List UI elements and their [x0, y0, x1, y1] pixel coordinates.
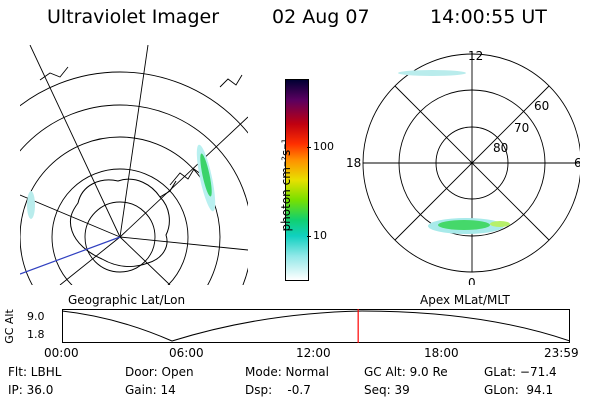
time-tick: 23:59: [544, 346, 579, 360]
date-label: 02 Aug 07: [272, 6, 370, 28]
altitude-curve: [62, 309, 570, 343]
alt-tick-low: 1.8: [27, 328, 45, 341]
coastline-peninsula: [169, 168, 203, 186]
mlt-diagonal: [394, 85, 550, 241]
meridian-line: [119, 236, 171, 285]
mode-status: Mode: Normal: [245, 365, 329, 379]
aurora-patch: [27, 191, 35, 219]
colorbar-tick: [307, 147, 311, 148]
glat-status: GLat: −71.4: [484, 365, 557, 379]
altitude-strip: [62, 309, 570, 343]
colorbar: [285, 79, 309, 281]
mlat-label-70: 70: [514, 121, 529, 135]
colorbar-tick-label: 100: [313, 140, 334, 153]
mlat-label-60: 60: [534, 99, 549, 113]
filter-status: Flt: LBHL: [8, 365, 62, 379]
meridian-line: [119, 45, 149, 238]
coastline-fragment: [39, 66, 69, 81]
colorbar-tick: [307, 236, 311, 237]
door-status: Door: Open: [125, 365, 194, 379]
mlt-label-18: 18: [346, 156, 361, 170]
coastline-antarctica: [69, 178, 177, 267]
lat-circle: [51, 168, 189, 285]
meridian-line: [119, 236, 248, 251]
gc-alt-status: GC Alt: 9.0 Re: [364, 365, 448, 379]
mlt-label-0: 0: [468, 276, 476, 285]
ground-track-line: [20, 236, 121, 275]
time-tick: 00:00: [44, 346, 79, 360]
geographic-map-panel: [20, 45, 248, 285]
lat-circle: [20, 136, 221, 285]
time-tick: 06:00: [169, 346, 204, 360]
mlt-polar-panel: 12 6 0 18 60 70 80: [346, 49, 580, 285]
mlt-label-12: 12: [468, 49, 483, 63]
meridian-line: [119, 116, 248, 238]
aurora-oval-top: [398, 70, 466, 76]
seq-status: Seq: 39: [364, 383, 410, 397]
lat-circle: [84, 201, 156, 273]
colorbar-tick-label: 10: [313, 229, 327, 242]
lat-circle: [20, 71, 248, 134]
mlat-label-80: 80: [493, 141, 508, 155]
aurora-core: [200, 153, 212, 197]
time-tick: 18:00: [424, 346, 459, 360]
ip-status: IP: 36.0: [8, 383, 54, 397]
mlt-label-6: 6: [574, 156, 580, 170]
meridian-line: [59, 236, 121, 285]
coastline-south-america: [219, 74, 243, 88]
meridian-line: [20, 194, 121, 238]
aurora-oval-core: [438, 220, 490, 230]
glon-status: GLon: 94.1: [484, 383, 554, 397]
time-tick: 12:00: [296, 346, 331, 360]
alt-axis-label: GC Alt: [2, 309, 16, 344]
aurora-oval-bright: [490, 221, 510, 227]
colorbar-label: photon cm⁻²s⁻¹: [279, 138, 293, 232]
apex-panel-label: Apex MLat/MLT: [420, 293, 510, 307]
gain-status: Gain: 14: [125, 383, 176, 397]
lat-circle: [20, 104, 248, 285]
geographic-panel-label: Geographic Lat/Lon: [68, 293, 186, 307]
instrument-title: Ultraviolet Imager: [47, 6, 220, 28]
time-label: 14:00:55 UT: [430, 6, 547, 28]
dsp-status: Dsp: -0.7: [245, 383, 311, 397]
alt-tick-high: 9.0: [27, 310, 45, 323]
